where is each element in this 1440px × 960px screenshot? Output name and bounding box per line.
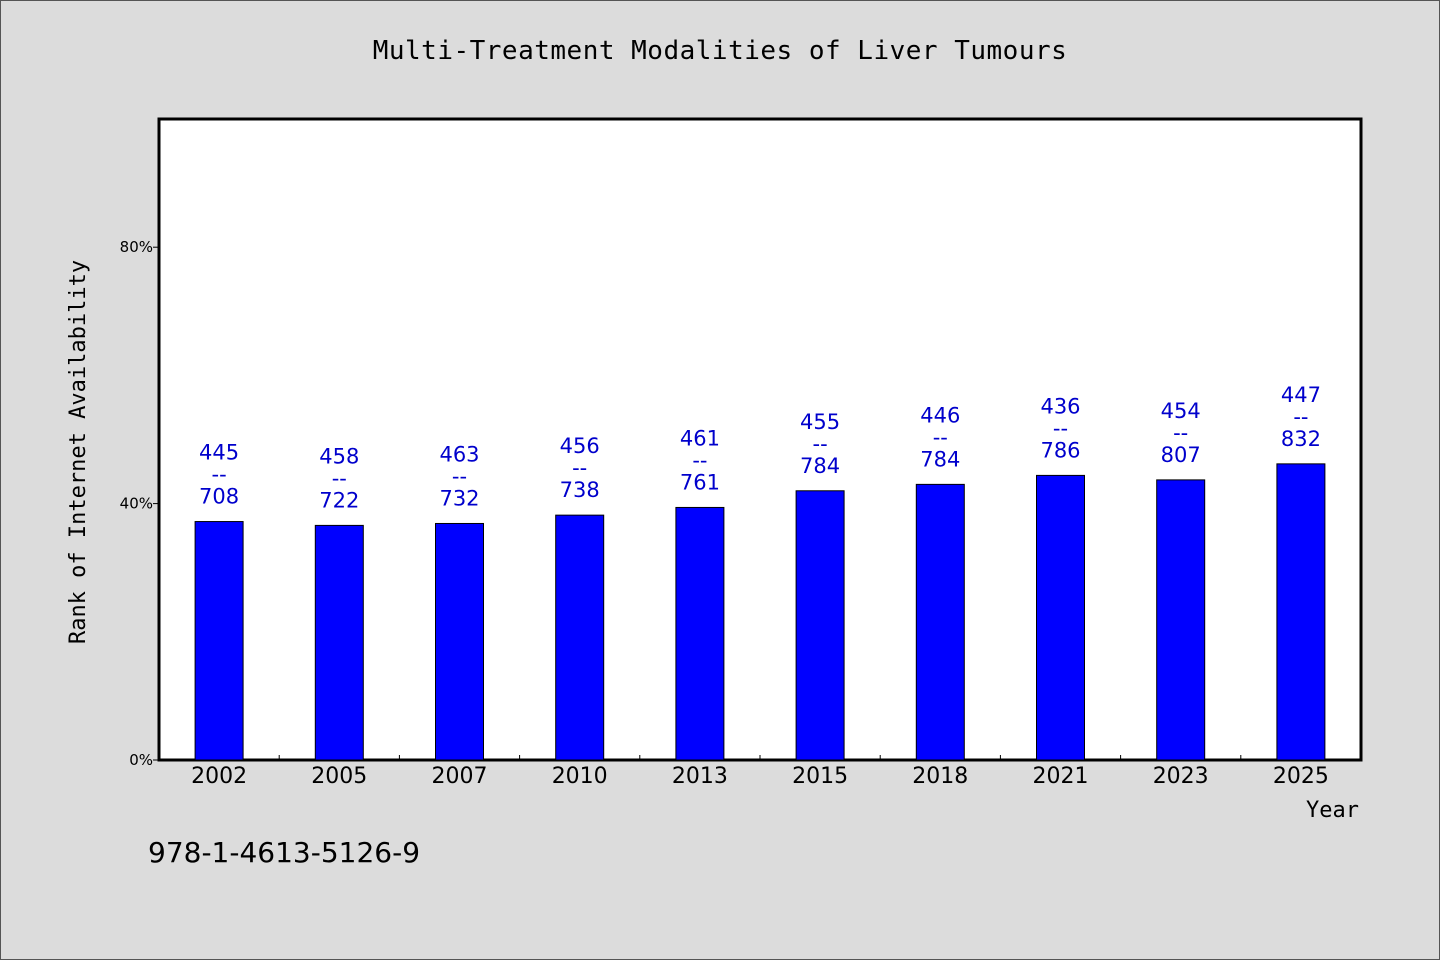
x-tick-label-2023: 2023: [1153, 764, 1209, 789]
data-label-2025-line2: --: [1293, 405, 1308, 429]
data-label-2015-line3: 784: [800, 454, 840, 478]
data-label-2023-line2: --: [1173, 421, 1188, 445]
data-label-2015-line1: 455: [800, 410, 840, 434]
bar-2010: [555, 514, 605, 761]
data-label-2023-line1: 454: [1161, 399, 1201, 423]
bar-2013: [675, 506, 725, 761]
x-axis-label: Year: [1306, 798, 1359, 823]
x-tick-label-2002: 2002: [191, 764, 247, 789]
data-label-2010-line1: 456: [560, 434, 600, 458]
y-tick-label-0: 0%: [129, 751, 153, 769]
data-label-2007-line2: --: [452, 464, 467, 488]
data-label-2002-line2: --: [212, 463, 227, 487]
bar-2015: [795, 490, 845, 761]
data-label-2005-line2: --: [332, 466, 347, 490]
data-label-2010-line2: --: [572, 456, 587, 480]
y-tick-label-2: 80%: [120, 238, 153, 256]
data-label-2013-line3: 761: [680, 470, 720, 494]
data-label-2010-line3: 738: [560, 478, 600, 502]
x-tick-label-2025: 2025: [1273, 764, 1329, 789]
data-label-2013-line2: --: [692, 448, 707, 472]
data-label-2007-line3: 732: [439, 486, 479, 510]
isbn-text: 978-1-4613-5126-9: [148, 836, 421, 869]
data-label-2007-line1: 463: [439, 442, 479, 466]
data-label-2002-line1: 445: [199, 441, 239, 465]
data-label-2021-line3: 786: [1040, 438, 1080, 462]
bars-layer: [194, 463, 1326, 761]
chart-title: Multi-Treatment Modalities of Liver Tumo…: [372, 36, 1068, 66]
data-label-2025-line1: 447: [1281, 383, 1321, 407]
x-tick-label-2018: 2018: [912, 764, 968, 789]
x-tick-label-2021: 2021: [1033, 764, 1089, 789]
x-axis: 2002 2005 2007 2010 2013 2015 2018 2021 2023 2025: [191, 755, 1329, 789]
x-tick-label-2007: 2007: [432, 764, 488, 789]
bar-2023: [1156, 479, 1206, 761]
data-label-2018-line3: 784: [920, 447, 960, 471]
y-tick-label-1: 40%: [120, 495, 153, 513]
x-tick-label-2010: 2010: [552, 764, 608, 789]
data-label-2018-line2: --: [933, 425, 948, 449]
bar-2018: [915, 483, 965, 761]
bar-2021: [1036, 474, 1085, 761]
bar-2005: [314, 524, 364, 761]
data-label-2025-line3: 832: [1281, 427, 1321, 451]
data-label-2018-line1: 446: [920, 403, 960, 427]
y-axis: 0% 40% 80%: [120, 238, 159, 769]
x-tick-label-2015: 2015: [792, 764, 848, 789]
data-label-2005-line3: 722: [319, 488, 359, 512]
data-label-2021-line2: --: [1053, 416, 1068, 440]
data-label-2005-line1: 458: [319, 444, 359, 468]
x-tick-label-2013: 2013: [672, 764, 728, 789]
bar-2002: [194, 521, 244, 761]
bar-2007: [435, 522, 484, 761]
y-axis-label: Rank of Internet Availability: [66, 260, 91, 644]
bar-2025: [1276, 463, 1326, 761]
x-tick-label-2005: 2005: [311, 764, 367, 789]
data-label-2013-line1: 461: [680, 426, 720, 450]
data-label-2002-line3: 708: [199, 485, 239, 509]
data-labels-layer: 445--708458--722463--732456--738461--761…: [199, 383, 1321, 513]
data-label-2015-line2: --: [813, 432, 828, 456]
data-label-2023-line3: 807: [1161, 443, 1201, 467]
data-label-2021-line1: 436: [1040, 394, 1080, 418]
